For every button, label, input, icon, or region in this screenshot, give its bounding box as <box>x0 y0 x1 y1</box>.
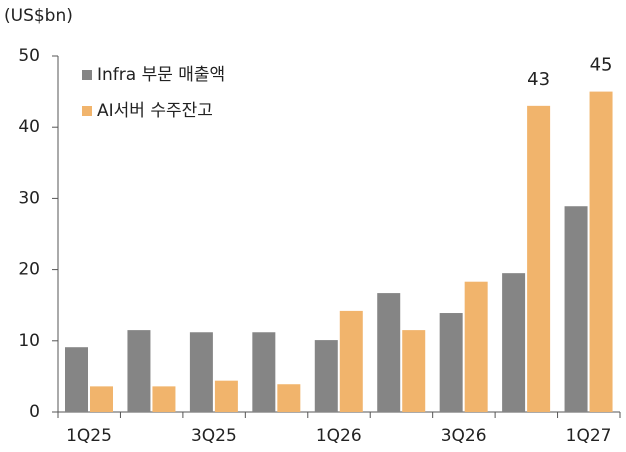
bar <box>377 293 401 412</box>
bar <box>252 332 276 412</box>
y-tick-label: 40 <box>18 117 40 137</box>
x-tick-label: 1Q26 <box>316 426 362 446</box>
bar <box>90 386 113 412</box>
value-label: 45 <box>590 55 613 76</box>
bar <box>402 330 426 412</box>
x-tick-label: 3Q26 <box>441 426 487 446</box>
y-tick-label: 20 <box>18 260 40 280</box>
x-tick-label: 1Q25 <box>66 426 112 446</box>
bar <box>589 91 613 412</box>
legend-marker <box>82 70 92 80</box>
bar <box>277 384 301 412</box>
x-tick-label: 1Q27 <box>566 426 612 446</box>
bar <box>189 332 213 412</box>
x-tick-label: 3Q25 <box>191 426 237 446</box>
legend-marker <box>82 106 92 116</box>
y-tick-label: 10 <box>18 331 40 351</box>
y-axis-label: (US$bn) <box>4 6 73 26</box>
bar <box>314 340 338 412</box>
bar <box>65 347 88 412</box>
legend-label: AI서버 수주잔고 <box>97 101 213 121</box>
bar <box>439 313 463 412</box>
bar <box>339 310 363 412</box>
y-tick-label: 50 <box>18 46 40 66</box>
legend-label: Infra 부문 매출액 <box>97 65 225 85</box>
bar <box>502 273 526 412</box>
bar <box>127 330 151 412</box>
bar <box>527 105 551 412</box>
bar <box>564 206 588 412</box>
bar <box>464 281 488 412</box>
y-tick-label: 0 <box>29 402 40 422</box>
bar <box>214 380 238 412</box>
y-tick-label: 30 <box>18 188 40 208</box>
value-label: 43 <box>527 69 550 90</box>
bar <box>152 386 176 412</box>
